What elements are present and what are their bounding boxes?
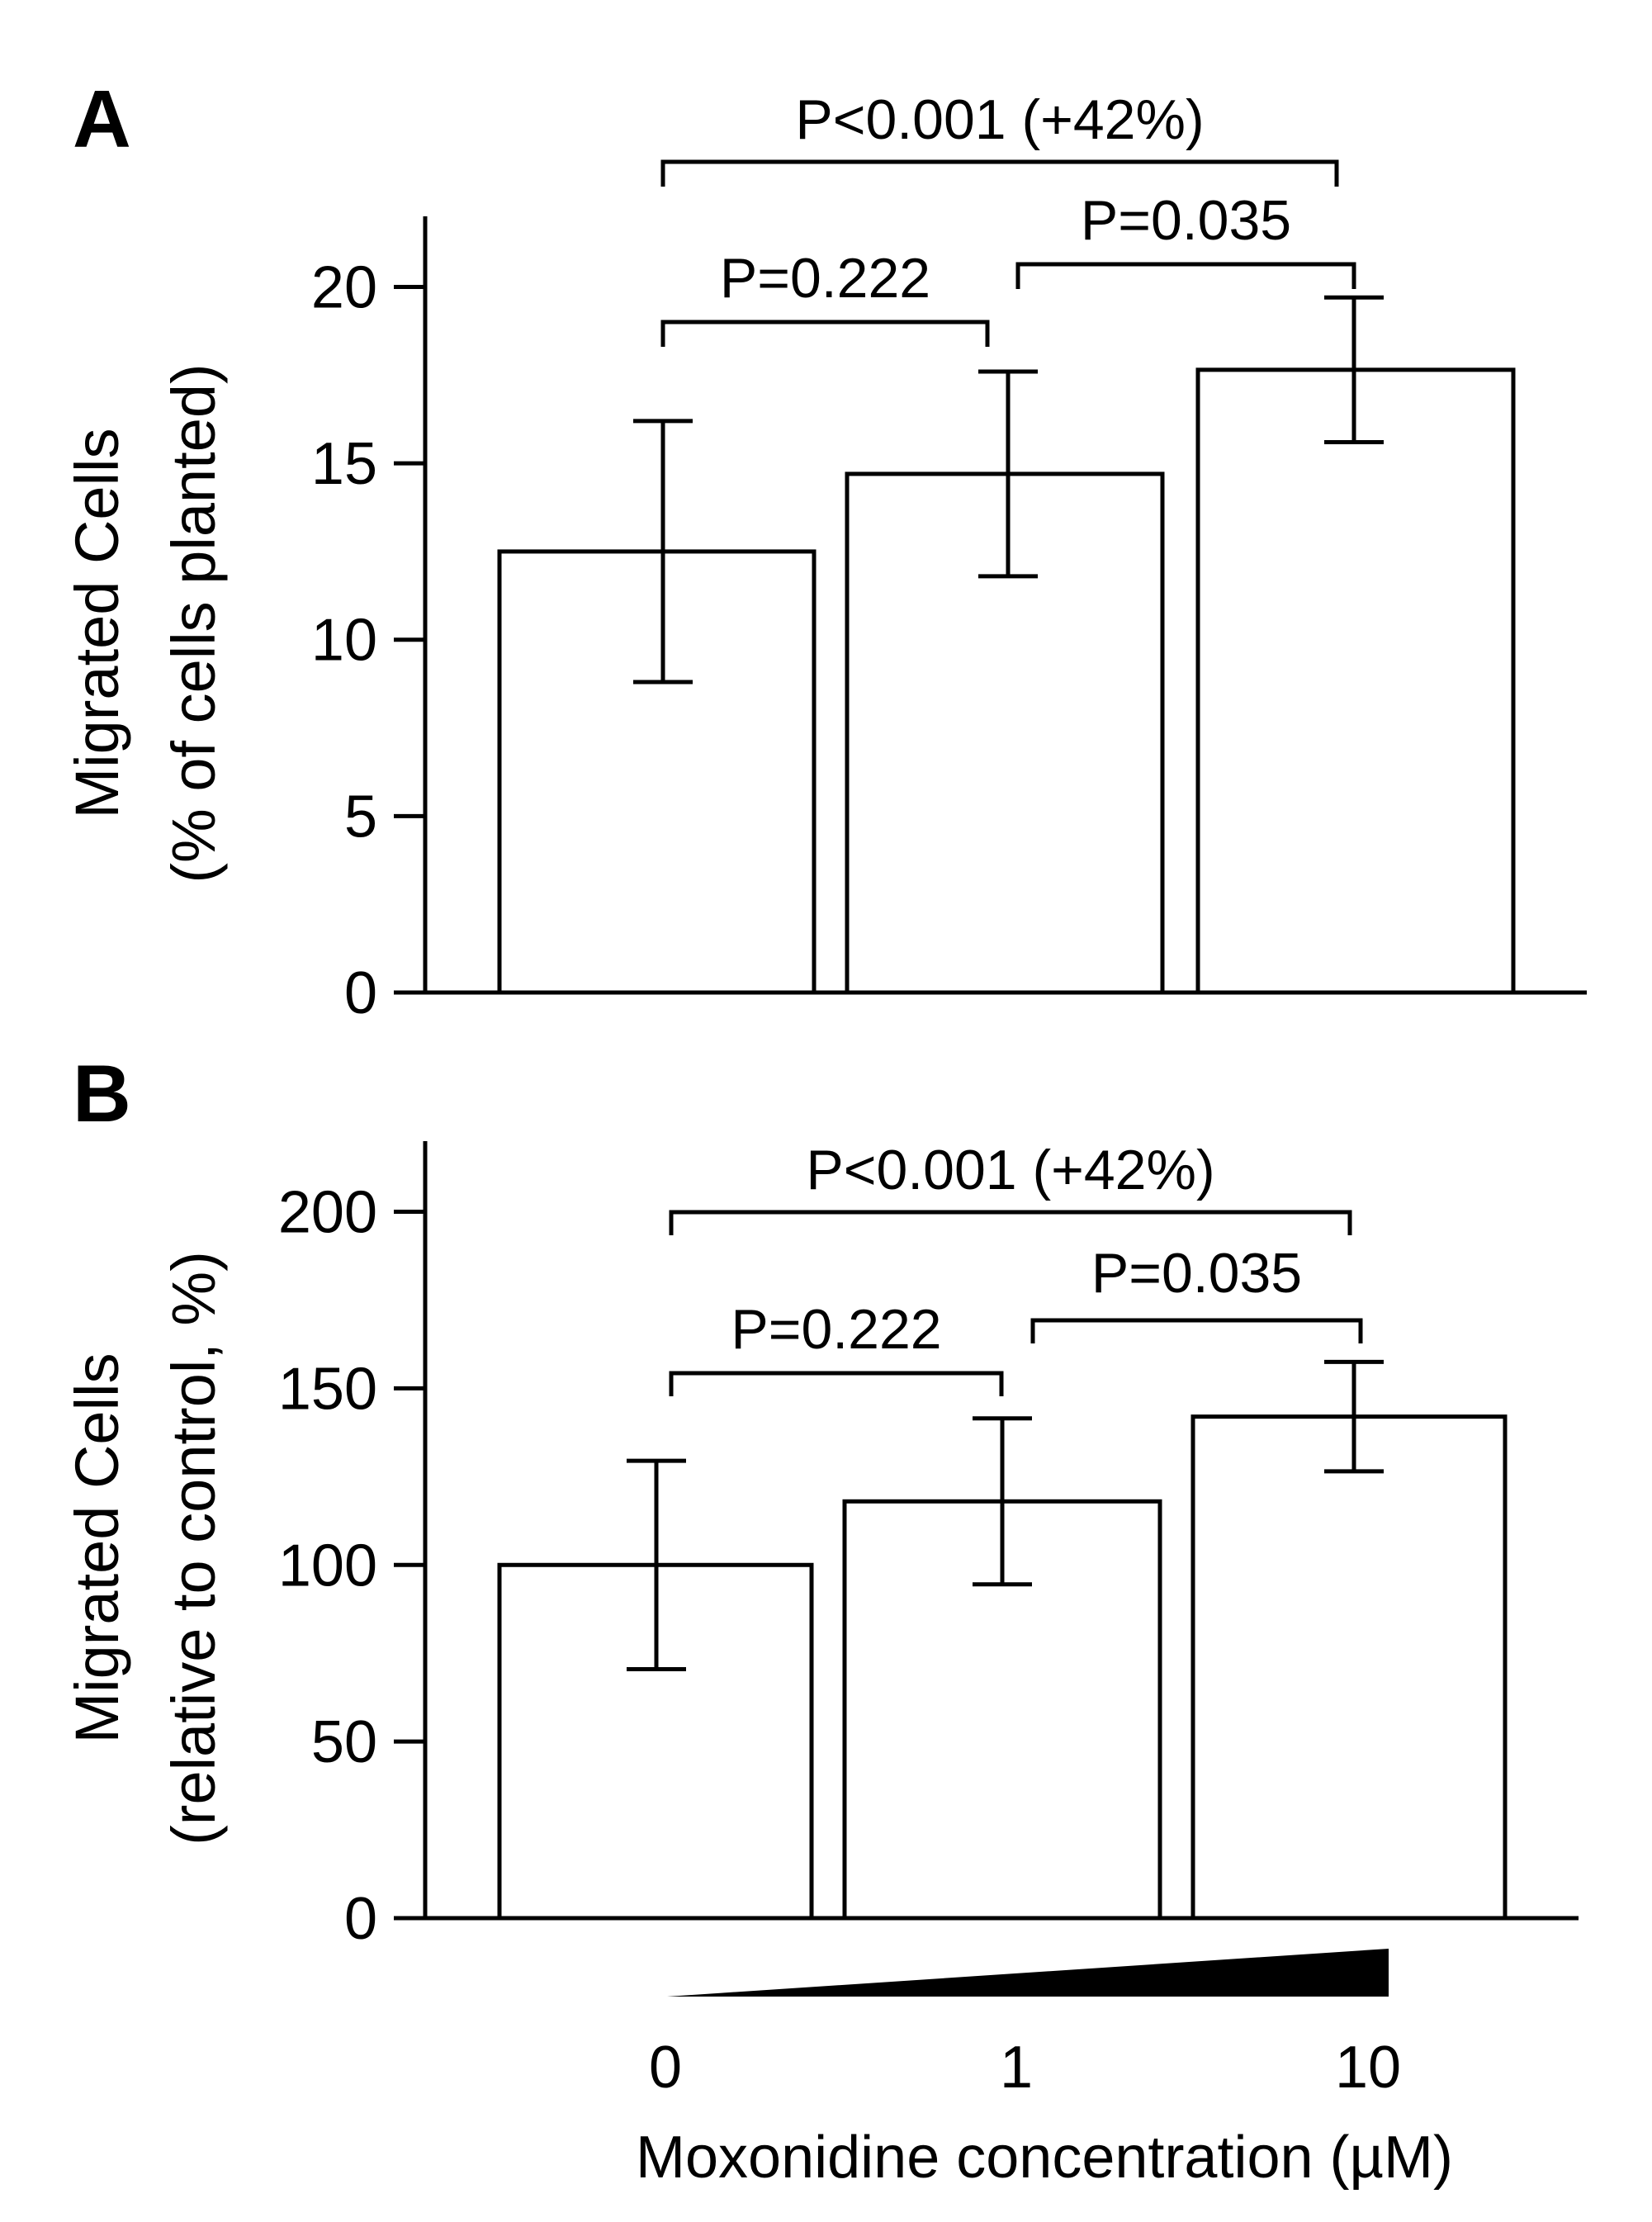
y-tick-label: 10 [311, 608, 377, 674]
y-tick-label: 50 [311, 1709, 377, 1775]
bracket-line [660, 159, 1339, 187]
panel-letter-b: B [73, 1048, 131, 1139]
x-tick-label: 0 [649, 2035, 682, 2101]
p-value-label: P<0.001 (+42%) [795, 88, 1204, 151]
p-value-label: P=0.222 [720, 247, 930, 310]
x-axis-label: Moxonidine concentration (µM) [636, 2125, 1453, 2191]
significance-bracket: P=0.035 [1030, 1242, 1363, 1343]
significance-bracket: P=0.222 [660, 247, 990, 347]
error-bar-1 [978, 369, 1038, 579]
p-value-label: P=0.222 [731, 1298, 941, 1361]
bracket-line [660, 320, 990, 347]
y-axis-label-line-2: (relative to control, %) [159, 1251, 228, 1845]
bar-10 [1190, 1414, 1508, 1921]
y-tick-label: 200 [278, 1180, 377, 1246]
bracket-line [669, 1371, 1004, 1396]
error-bar-10 [1324, 1359, 1384, 1474]
y-tick-label: 150 [278, 1356, 377, 1422]
p-value-label: P<0.001 (+42%) [806, 1139, 1214, 1201]
panel-b: B 0 50 100 150 200 Migrated Cells (relative to … [63, 1048, 1579, 1952]
concentration-gradient-wedge [667, 1949, 1389, 1997]
y-tick-label: 100 [278, 1533, 377, 1599]
y-tick-label: 20 [311, 254, 377, 320]
error-bar-1 [973, 1416, 1032, 1587]
p-value-label: P=0.035 [1081, 189, 1291, 252]
bar-10 [1195, 367, 1516, 995]
significance-bracket: P=0.035 [1015, 189, 1356, 289]
y-axis-label-line-1: Migrated Cells [63, 429, 131, 819]
bracket-line [669, 1210, 1352, 1235]
p-value-label: P=0.035 [1091, 1242, 1302, 1305]
y-tick-label: 0 [344, 1886, 377, 1952]
y-tick-label: 0 [344, 960, 377, 1026]
y-axis-label-line-2: (% of cells planted) [159, 363, 228, 883]
panel-letter-a: A [73, 73, 131, 164]
x-tick-label: 10 [1335, 2035, 1401, 2101]
error-bar-10 [1324, 295, 1384, 444]
x-tick-label: 1 [1000, 2035, 1033, 2101]
significance-bracket: P<0.001 (+42%) [669, 1139, 1352, 1235]
bar-0 [497, 549, 817, 995]
error-bar-0 [627, 1458, 686, 1671]
significance-bracket: P=0.222 [669, 1298, 1004, 1396]
error-bar-0 [633, 419, 693, 685]
panel-a: A 0 5 10 15 20 Migrated Cells (% of cells plant… [63, 73, 1587, 1026]
y-axis-label-line-1: Migrated Cells [63, 1353, 131, 1744]
y-tick-label: 5 [344, 784, 377, 850]
y-tick-label: 15 [311, 431, 377, 497]
bracket-line [1015, 262, 1356, 289]
bar-1 [845, 471, 1165, 995]
significance-bracket: P<0.001 (+42%) [660, 88, 1339, 187]
bracket-line [1030, 1318, 1363, 1343]
concentration-axis: 0 1 10 Moxonidine concentration (µM) [636, 1949, 1453, 2191]
